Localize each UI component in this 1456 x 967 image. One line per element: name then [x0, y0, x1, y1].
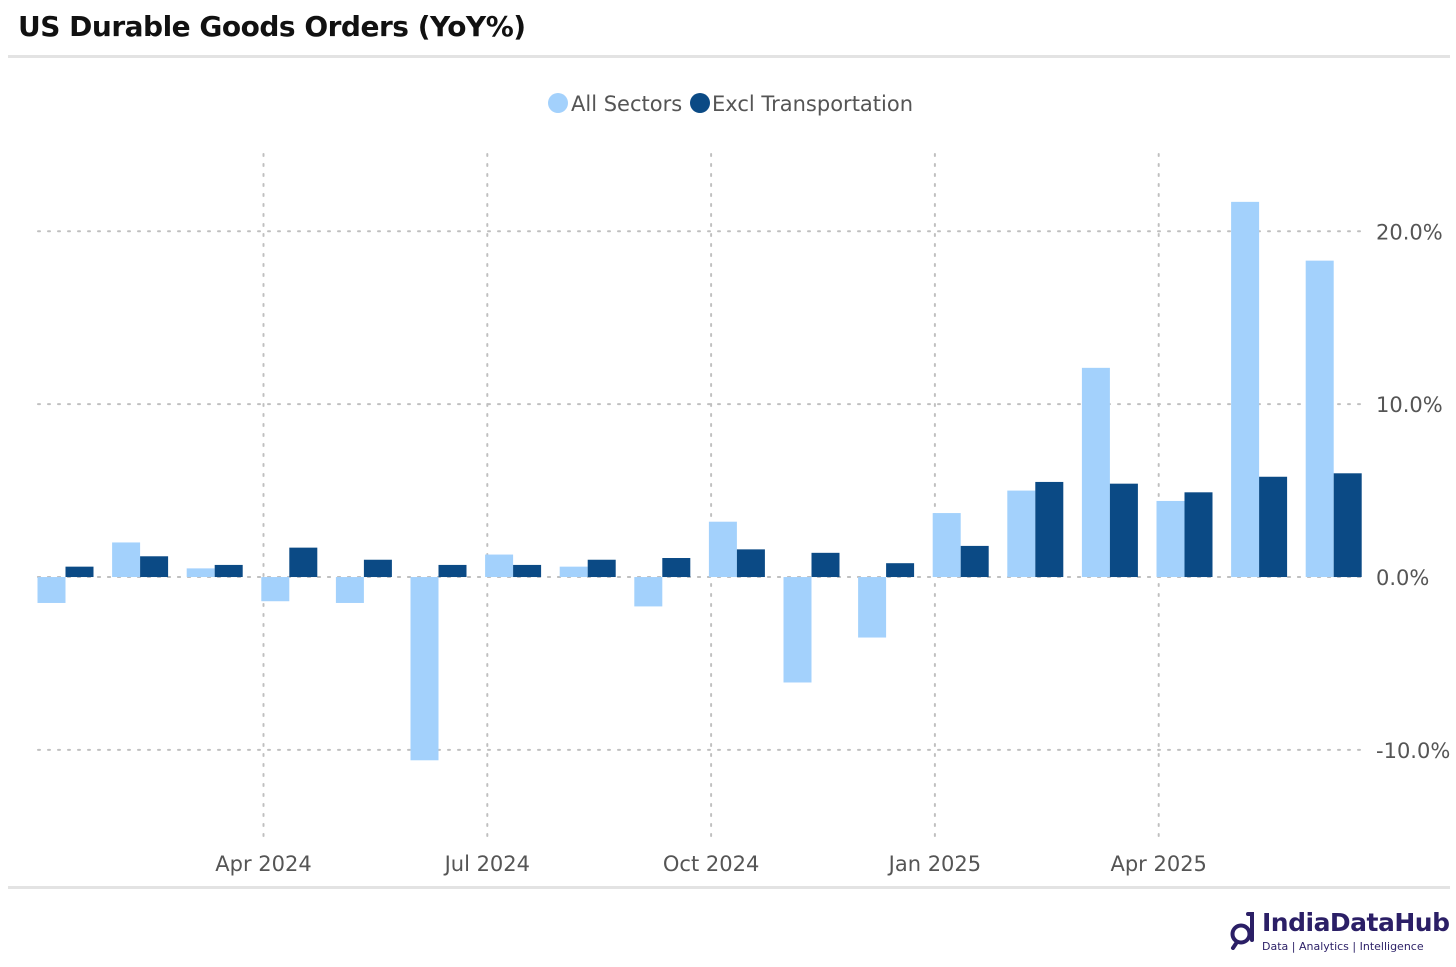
- axis-ticks: 20.0% 10.0% 0.0% -10.0% Apr 2024 Jul 2024 Oct …: [215, 220, 1450, 876]
- legend: All Sectors Excl Transportation: [548, 92, 913, 116]
- bar-all-sectors: [335, 577, 364, 603]
- bar-all-sectors: [410, 577, 439, 761]
- brand-logo: IndiaDataHub Data | Analytics | Intellig…: [1228, 906, 1450, 958]
- bar-all-sectors: [37, 577, 66, 603]
- legend-swatch-excl-transportation: [690, 93, 710, 113]
- x-tick-label: Jul 2024: [443, 852, 530, 876]
- legend-label-all-sectors: All Sectors: [571, 92, 682, 116]
- bar-all-sectors: [783, 577, 812, 683]
- bar-excl-transportation: [363, 559, 392, 578]
- bottom-divider: [8, 886, 1450, 889]
- brand-tagline: Data | Analytics | Intelligence: [1262, 940, 1424, 953]
- bar-all-sectors: [186, 568, 215, 578]
- y-tick-label: 0.0%: [1376, 566, 1429, 590]
- bar-excl-transportation: [1035, 481, 1064, 578]
- bar-all-sectors: [708, 521, 737, 578]
- bar-excl-transportation: [289, 547, 318, 578]
- bar-excl-transportation: [811, 552, 840, 578]
- x-tick-label: Jan 2025: [887, 852, 982, 876]
- bar-all-sectors: [1156, 500, 1185, 578]
- bar-excl-transportation: [214, 564, 243, 578]
- bar-excl-transportation: [1184, 492, 1213, 578]
- x-tick-label: Apr 2024: [215, 852, 311, 876]
- bar-all-sectors: [1305, 260, 1334, 578]
- bar-excl-transportation: [140, 556, 169, 578]
- chart-title: US Durable Goods Orders (YoY%): [18, 10, 526, 43]
- bar-all-sectors: [1081, 367, 1110, 578]
- x-tick-label: Oct 2024: [663, 852, 759, 876]
- bar-excl-transportation: [1109, 483, 1138, 578]
- bar-all-sectors: [485, 554, 514, 578]
- bar-excl-transportation: [438, 564, 467, 578]
- brand-mark-icon: [1230, 912, 1254, 950]
- bar-excl-transportation: [65, 566, 94, 578]
- bar-all-sectors: [261, 577, 290, 602]
- bar-all-sectors: [634, 577, 663, 607]
- bar-excl-transportation: [960, 545, 989, 578]
- legend-label-excl-transportation: Excl Transportation: [712, 92, 913, 116]
- bar-all-sectors: [932, 513, 961, 578]
- bar-excl-transportation: [736, 549, 765, 578]
- grid-lines: [37, 153, 1361, 842]
- bar-all-sectors: [112, 542, 141, 578]
- legend-swatch-all-sectors: [548, 93, 568, 113]
- x-tick-label: Apr 2025: [1110, 852, 1206, 876]
- bars: [37, 201, 1362, 761]
- bar-excl-transportation: [513, 564, 542, 578]
- bar-excl-transportation: [662, 558, 691, 578]
- brand-name: IndiaDataHub: [1262, 908, 1450, 937]
- bar-all-sectors: [559, 566, 588, 578]
- bar-excl-transportation: [1333, 473, 1362, 578]
- bar-all-sectors: [1231, 201, 1260, 578]
- bar-excl-transportation: [1259, 476, 1288, 578]
- bar-excl-transportation: [587, 559, 616, 578]
- bar-all-sectors: [858, 577, 887, 638]
- top-divider: [8, 55, 1450, 58]
- bar-all-sectors: [1007, 490, 1036, 578]
- y-tick-label: 20.0%: [1376, 220, 1443, 244]
- bar-excl-transportation: [886, 563, 915, 578]
- y-tick-label: -10.0%: [1376, 739, 1450, 763]
- y-tick-label: 10.0%: [1376, 393, 1443, 417]
